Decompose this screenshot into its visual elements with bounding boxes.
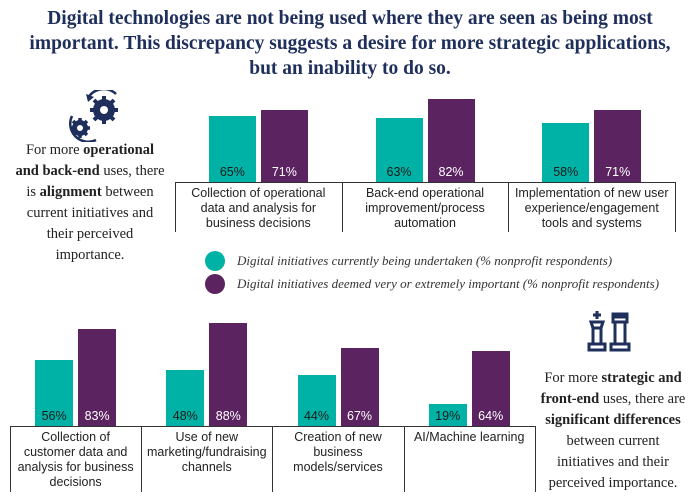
category-divider bbox=[272, 426, 274, 492]
bar-current: 19% bbox=[428, 403, 467, 426]
left-note: For more operational and back-end uses, … bbox=[15, 142, 165, 263]
bar-current: 58% bbox=[542, 123, 590, 182]
category-divider bbox=[175, 182, 176, 232]
data-label: 19% bbox=[435, 408, 461, 423]
data-label: 67% bbox=[346, 408, 373, 423]
data-label: 88% bbox=[215, 408, 241, 423]
bar-important: 64% bbox=[471, 351, 510, 426]
bar-current: 56% bbox=[35, 360, 74, 426]
bar-current: 44% bbox=[297, 374, 336, 426]
category-label: Creation of new business models/services bbox=[293, 430, 383, 474]
right-note: For more strategic and front-end uses, t… bbox=[540, 370, 686, 491]
legend-label: Digital initiatives deemed very or extre… bbox=[237, 276, 660, 291]
category-divider bbox=[141, 426, 143, 492]
gears-icon bbox=[69, 90, 118, 142]
data-label: 44% bbox=[303, 408, 330, 423]
category-divider bbox=[534, 426, 536, 492]
bar-current: 48% bbox=[166, 369, 205, 426]
x-axis bbox=[175, 182, 676, 183]
category-label: AI/Machine learning bbox=[413, 430, 525, 444]
bar-important: 71% bbox=[594, 110, 642, 182]
legend-swatch-important bbox=[205, 274, 225, 294]
category-divider bbox=[403, 426, 405, 492]
bar-important: 82% bbox=[427, 99, 475, 182]
data-label: 56% bbox=[41, 408, 67, 423]
bar-important: 83% bbox=[78, 328, 117, 426]
bar-important: 71% bbox=[260, 110, 308, 182]
data-label: 71% bbox=[271, 164, 297, 179]
data-label: 64% bbox=[478, 408, 504, 423]
bar-current: 65% bbox=[208, 116, 256, 182]
bar-important: 88% bbox=[209, 323, 248, 426]
category-label: Use of new marketing/fundraising channel… bbox=[147, 430, 267, 474]
category-label: Collection of customer data and analysis… bbox=[17, 430, 134, 489]
bar-current: 63% bbox=[375, 118, 423, 182]
category-label: Implementation of new user experience/en… bbox=[514, 186, 669, 230]
data-label: 63% bbox=[386, 164, 412, 179]
data-label: 48% bbox=[172, 408, 198, 423]
data-label: 65% bbox=[219, 164, 245, 179]
page-title: Digital technologies are not being used … bbox=[29, 8, 671, 79]
category-label: Back-end operational improvement/process… bbox=[365, 186, 485, 230]
legend-swatch-current bbox=[205, 251, 225, 271]
data-label: 83% bbox=[84, 408, 110, 423]
data-label: 58% bbox=[553, 164, 579, 179]
category-divider bbox=[341, 182, 343, 232]
data-label: 71% bbox=[605, 164, 631, 179]
bar-important: 67% bbox=[340, 347, 379, 426]
data-label: 82% bbox=[438, 164, 464, 179]
category-label: Collection of operational data and analy… bbox=[191, 186, 326, 230]
legend-item-current: Digital initiatives currently being unde… bbox=[205, 251, 612, 271]
category-divider bbox=[10, 426, 11, 492]
chess-pieces-icon bbox=[587, 311, 631, 352]
category-divider bbox=[675, 182, 677, 232]
category-divider bbox=[508, 182, 510, 232]
legend-label: Digital initiatives currently being unde… bbox=[237, 253, 613, 268]
legend-item-important: Digital initiatives deemed very or extre… bbox=[205, 274, 659, 294]
